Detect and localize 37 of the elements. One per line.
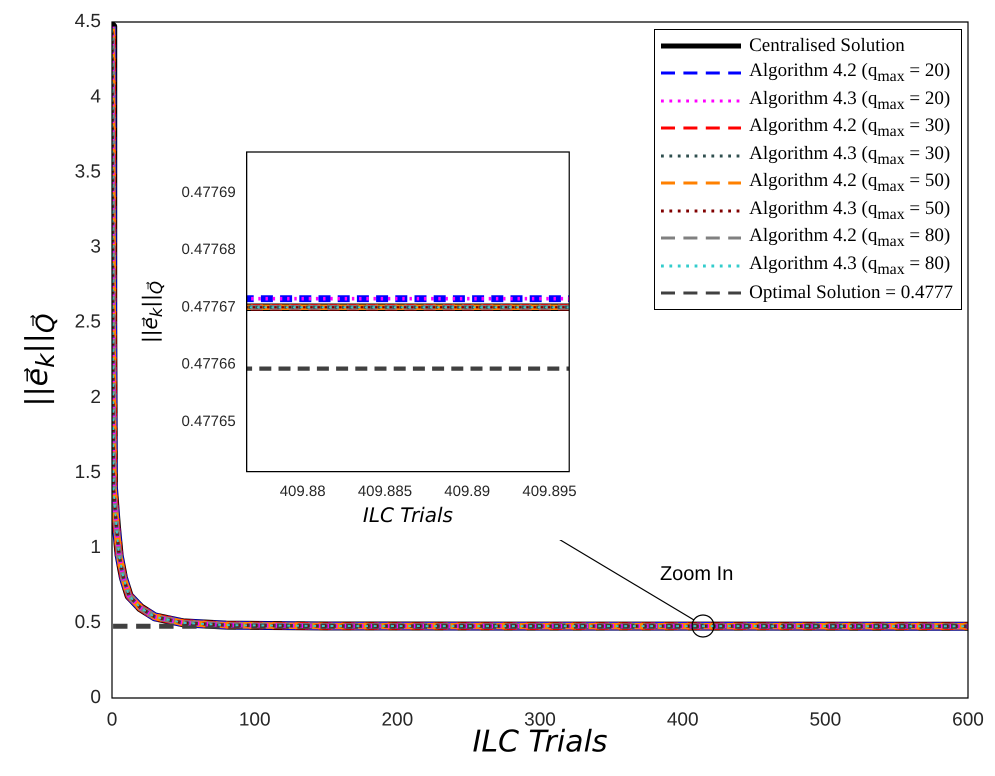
- y-tick-label: 0: [90, 687, 101, 708]
- x-tick-label: 409.89: [444, 482, 490, 500]
- y-tick-label: 0.47766: [181, 356, 236, 373]
- x-tick-label: 0: [106, 710, 118, 731]
- y-tick-label: 3.5: [74, 161, 101, 182]
- y-tick-label: 4.5: [74, 11, 101, 32]
- y-tick-label: 1.5: [74, 462, 101, 483]
- y-tick-label: 0.47768: [181, 241, 236, 258]
- x-tick-label: 600: [952, 710, 984, 731]
- x-tick-label: 200: [381, 710, 414, 731]
- y-tick-label: 2.5: [74, 312, 101, 333]
- annotation: Zoom In: [660, 562, 734, 585]
- x-tick-label: 500: [809, 710, 842, 731]
- x-tick-label: 409.885: [358, 482, 412, 500]
- legend-label: Algorithm 4.2 (q$_{max}$ = 30): [749, 115, 950, 142]
- legend-label: Algorithm 4.3 (q$_{max}$ = 30): [749, 142, 950, 169]
- x-tick-label: 400: [666, 710, 699, 731]
- legend-label: Algorithm 4.2 (q$_{max}$ = 80): [749, 225, 950, 252]
- x-axis-title: ILC Trials: [362, 503, 453, 527]
- legend-label: Algorithm 4.2 (q$_{max}$ = 50): [749, 170, 950, 196]
- y-tick-label: 0.47767: [181, 298, 236, 316]
- y-tick-label: 4: [90, 86, 102, 108]
- legend-label: Optimal Solution = 0.4777: [749, 282, 953, 304]
- legend-label: Algorithm 4.3 (q$_{max}$ = 80): [749, 252, 950, 279]
- x-tick-label: 409.88: [280, 482, 326, 500]
- x-tick-label: 100: [238, 710, 271, 731]
- y-tick-label: 0.47769: [181, 184, 236, 201]
- y-tick-label: 3: [90, 236, 101, 258]
- y-tick-label: 0.5: [74, 612, 101, 634]
- y-tick-label: 2: [90, 386, 101, 408]
- legend-label: Algorithm 4.3 (q$_{max}$ = 20): [749, 88, 950, 114]
- x-tick-label: 409.895: [522, 482, 577, 500]
- legend-label: Centralised Solution: [749, 34, 905, 57]
- legend-label: Algorithm 4.2 (q$_{max}$ = 20): [749, 60, 950, 86]
- y-tick-label: 1: [90, 537, 101, 558]
- legend-label: Algorithm 4.3 (q$_{max}$ = 50): [749, 198, 950, 224]
- y-tick-label: 0.47765: [181, 412, 236, 430]
